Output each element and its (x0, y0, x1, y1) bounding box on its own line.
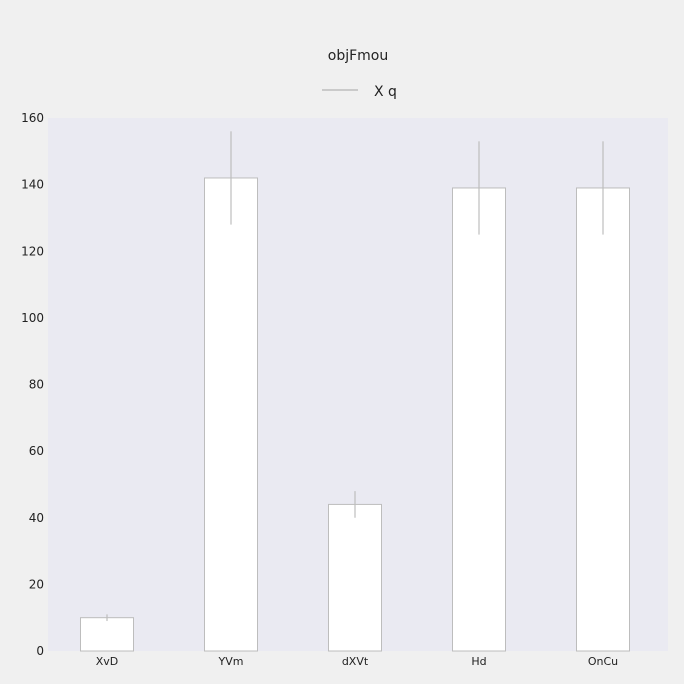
x-tick-label: Hd (471, 655, 486, 668)
legend-label: X q (374, 84, 397, 100)
y-tick-label: 60 (29, 444, 44, 458)
bar (576, 187, 630, 652)
y-tick-label: 40 (29, 511, 44, 525)
y-tick-label: 80 (29, 378, 44, 392)
y-tick-label: 140 (21, 178, 44, 192)
chart-title: objFmou (328, 48, 388, 64)
x-tick-label: dXVt (342, 655, 369, 668)
y-tick-label: 120 (21, 244, 44, 258)
x-tick-label: XvD (96, 655, 119, 668)
y-tick-label: 160 (21, 111, 44, 125)
y-tick-label: 20 (29, 577, 44, 591)
y-tick-label: 100 (21, 311, 44, 325)
bars (80, 177, 630, 652)
x-axis: XvD YVm dXVt Hd OnCu (96, 655, 618, 668)
y-tick-label: 0 (36, 644, 44, 658)
legend: X q (322, 84, 397, 100)
x-tick-label: YVm (218, 655, 244, 668)
x-tick-label: OnCu (588, 655, 618, 668)
bar (80, 617, 134, 652)
y-axis: 0 20 40 60 80 100 120 140 160 (21, 111, 44, 658)
error-bars (106, 131, 604, 622)
bar (204, 177, 258, 652)
bar (452, 187, 506, 652)
bar (328, 503, 382, 652)
